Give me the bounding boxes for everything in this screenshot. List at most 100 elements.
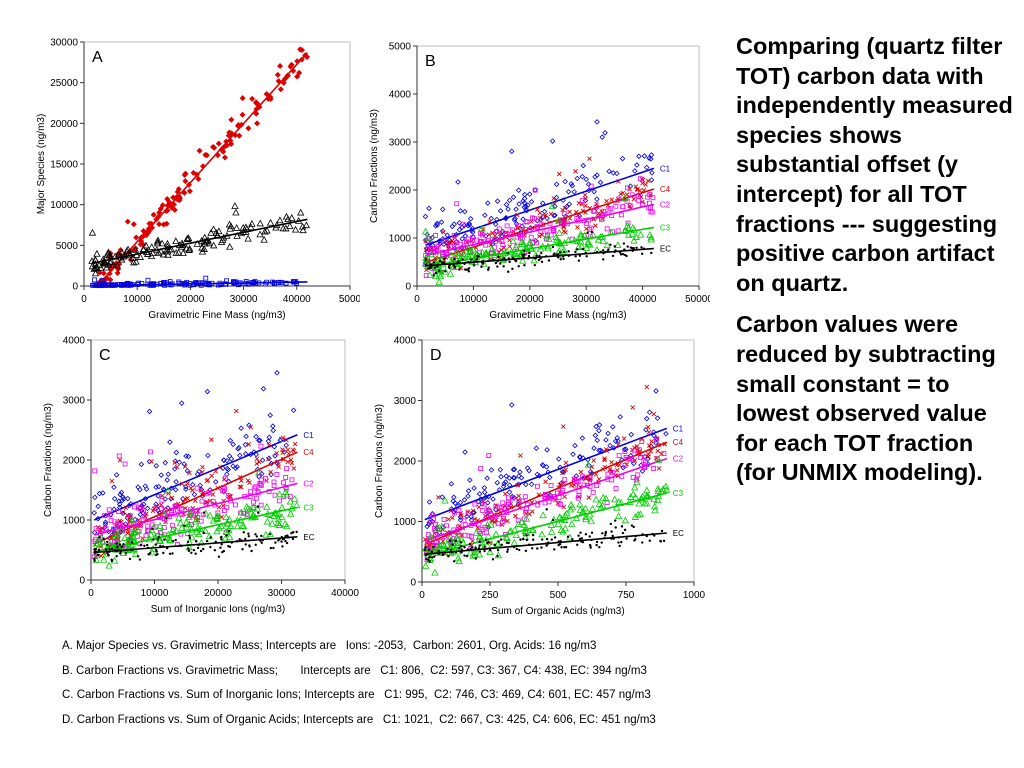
data-point xyxy=(621,446,628,453)
series-label-c1: C1 xyxy=(303,431,314,440)
data-point xyxy=(130,537,139,545)
x-axis-label: Sum of Inorganic Ions (ng/m3) xyxy=(151,604,286,615)
data-point xyxy=(466,268,470,271)
data-point xyxy=(525,538,529,542)
data-point xyxy=(287,509,295,517)
data-point xyxy=(508,260,511,264)
data-point xyxy=(474,237,480,243)
data-point xyxy=(92,468,98,474)
data-point xyxy=(135,484,141,490)
data-point xyxy=(640,246,643,249)
data-point xyxy=(115,542,118,545)
data-point xyxy=(580,537,583,540)
series-label-c4: C4 xyxy=(660,185,671,194)
data-point xyxy=(496,548,500,552)
data-point xyxy=(280,450,286,455)
y-tick-label: 3000 xyxy=(394,396,417,407)
data-point xyxy=(187,470,192,476)
data-point xyxy=(261,227,269,235)
data-point xyxy=(515,482,521,488)
data-point xyxy=(425,271,434,278)
data-point xyxy=(520,216,526,222)
data-point xyxy=(586,462,592,469)
data-point xyxy=(179,507,185,513)
data-point xyxy=(496,226,502,232)
data-point xyxy=(233,465,239,472)
y-tick-label: 20000 xyxy=(50,119,78,130)
data-point xyxy=(156,483,162,490)
data-point xyxy=(510,466,517,473)
data-point xyxy=(639,201,645,207)
data-point xyxy=(197,482,203,489)
data-point xyxy=(572,514,581,522)
data-point xyxy=(571,189,577,195)
data-point xyxy=(472,529,480,536)
data-point xyxy=(148,243,156,250)
data-point xyxy=(172,237,180,245)
data-point xyxy=(227,437,234,444)
data-point xyxy=(527,254,531,258)
data-point xyxy=(220,543,223,546)
data-point xyxy=(426,532,435,540)
data-point xyxy=(487,540,490,544)
data-point xyxy=(566,201,573,207)
data-point xyxy=(615,512,623,520)
fit-line-c2 xyxy=(424,457,668,542)
data-point xyxy=(458,268,461,271)
data-point xyxy=(286,534,289,537)
data-point xyxy=(432,545,435,549)
data-point xyxy=(522,244,531,252)
x-tick-label: 20000 xyxy=(516,294,544,305)
data-point xyxy=(550,538,553,541)
data-point xyxy=(488,467,495,473)
data-point xyxy=(185,513,193,520)
data-point xyxy=(182,464,188,469)
data-point xyxy=(511,475,518,481)
data-point xyxy=(636,447,642,453)
data-point xyxy=(243,502,251,510)
data-point xyxy=(227,545,230,548)
side-text-block: Comparing (quartz filter TOT) carbon dat… xyxy=(736,32,1016,500)
data-point xyxy=(461,258,464,261)
data-point xyxy=(514,259,518,263)
data-point xyxy=(555,229,564,236)
data-point xyxy=(150,211,157,218)
data-point xyxy=(469,534,474,539)
data-point xyxy=(92,539,101,547)
data-point xyxy=(548,232,554,238)
data-point xyxy=(587,478,593,483)
caption-b: B. Carbon Fractions vs. Gravimetric Mass… xyxy=(62,665,647,677)
data-point xyxy=(485,200,491,206)
data-point xyxy=(116,509,122,515)
y-tick-label: 3000 xyxy=(389,138,412,149)
caption-c: C. Carbon Fractions vs. Sum of Inorganic… xyxy=(62,689,651,701)
x-tick-label: 750 xyxy=(618,590,635,601)
x-tick-label: 30000 xyxy=(572,294,600,305)
data-point xyxy=(269,546,273,550)
data-point xyxy=(282,224,290,232)
data-point xyxy=(184,468,191,474)
data-point xyxy=(591,445,597,451)
data-point xyxy=(226,129,233,136)
data-point xyxy=(609,197,614,202)
data-point xyxy=(516,499,522,505)
data-point xyxy=(505,541,509,544)
data-point xyxy=(93,547,96,551)
data-point xyxy=(487,219,492,225)
data-point xyxy=(288,214,296,221)
data-point xyxy=(546,499,552,505)
data-point xyxy=(167,439,173,445)
data-point xyxy=(439,494,446,500)
data-point xyxy=(217,522,225,530)
data-point xyxy=(614,435,621,441)
data-point xyxy=(224,504,230,510)
data-point xyxy=(544,215,550,222)
data-point xyxy=(483,520,492,528)
data-point xyxy=(188,534,191,537)
x-tick-label: 30000 xyxy=(268,588,296,599)
data-point xyxy=(212,479,219,485)
fit-line xyxy=(96,52,309,287)
data-point xyxy=(461,497,468,503)
y-axis-label: Carbon Fractions (ng/m3) xyxy=(374,404,385,518)
data-point xyxy=(556,171,562,177)
